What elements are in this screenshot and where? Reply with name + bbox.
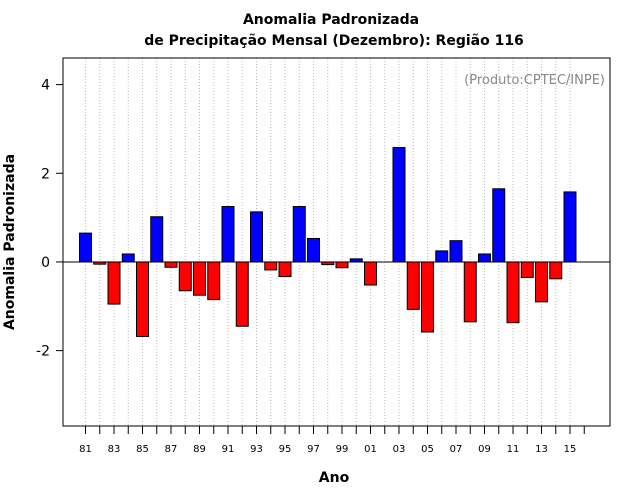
x-tick-label: 07 bbox=[450, 444, 463, 455]
x-tick-label: 89 bbox=[193, 444, 206, 455]
x-tick-label: 03 bbox=[393, 444, 406, 455]
x-tick-label: 13 bbox=[535, 444, 548, 455]
y-axis: -2 0 2 4 bbox=[36, 78, 63, 360]
bar-99 bbox=[335, 261, 349, 269]
bar-01 bbox=[364, 261, 377, 286]
x-tick-label: 05 bbox=[421, 444, 434, 455]
chart-title: Anomalia Padronizada bbox=[243, 12, 419, 28]
x-axis: 81 83 85 87 89 91 93 95 97 99 01 03 05 07 09 11 13 15 bbox=[79, 426, 585, 455]
x-tick-label: 85 bbox=[136, 444, 149, 455]
y-tick-label: 2 bbox=[41, 166, 50, 182]
bar-87 bbox=[164, 261, 178, 268]
bar-88 bbox=[178, 261, 192, 292]
bar-09 bbox=[478, 253, 491, 263]
bar-12 bbox=[520, 261, 534, 278]
x-tick-label: 09 bbox=[478, 444, 491, 455]
bar-94 bbox=[264, 261, 278, 271]
x-tick-label: 93 bbox=[250, 444, 263, 455]
y-tick-label: -2 bbox=[36, 344, 50, 360]
bar-92 bbox=[235, 261, 249, 327]
bar-96 bbox=[292, 206, 306, 263]
bar-95 bbox=[278, 261, 292, 278]
x-tick-label: 11 bbox=[507, 444, 520, 455]
y-tick-label: 4 bbox=[41, 78, 50, 94]
bar-93 bbox=[250, 211, 263, 263]
x-tick-label: 15 bbox=[564, 444, 577, 455]
x-tick-label: 01 bbox=[364, 444, 377, 455]
y-axis-label: Anomalia Padronizada bbox=[2, 154, 18, 330]
x-tick-label: 97 bbox=[307, 444, 320, 455]
bar-13 bbox=[535, 261, 548, 303]
chart-subtitle: de Precipitação Mensal (Dezembro): Regiã… bbox=[144, 33, 524, 49]
x-tick-label: 95 bbox=[279, 444, 292, 455]
x-tick-label: 99 bbox=[336, 444, 349, 455]
bar-10 bbox=[492, 188, 506, 263]
x-tick-label: 83 bbox=[108, 444, 121, 455]
bar-81 bbox=[79, 232, 92, 263]
bar-83 bbox=[107, 261, 121, 305]
bar-85 bbox=[136, 261, 149, 337]
x-tick-label: 87 bbox=[165, 444, 178, 455]
x-tick-label: 81 bbox=[79, 444, 92, 455]
bar-03 bbox=[392, 147, 406, 263]
y-tick-label: 0 bbox=[41, 255, 50, 271]
bar-14 bbox=[549, 261, 563, 280]
bar-15 bbox=[563, 191, 577, 263]
bar-89 bbox=[193, 261, 206, 296]
bar-86 bbox=[150, 216, 164, 263]
bar-04 bbox=[406, 261, 420, 310]
plot-frame bbox=[62, 57, 611, 427]
bar-07 bbox=[449, 240, 463, 263]
credit-text: (Produto:CPTEC/INPE) bbox=[464, 73, 605, 88]
bar-84 bbox=[121, 253, 135, 263]
bar-11 bbox=[506, 261, 520, 324]
x-tick-label: 91 bbox=[222, 444, 235, 455]
bar-91 bbox=[221, 206, 235, 263]
bar-97 bbox=[307, 237, 320, 263]
bar-06 bbox=[435, 250, 449, 263]
bars-group bbox=[79, 147, 577, 337]
bar-08 bbox=[463, 261, 477, 323]
bar-05 bbox=[421, 261, 434, 333]
bar-90 bbox=[207, 261, 221, 301]
x-axis-label: Ano bbox=[319, 470, 350, 486]
